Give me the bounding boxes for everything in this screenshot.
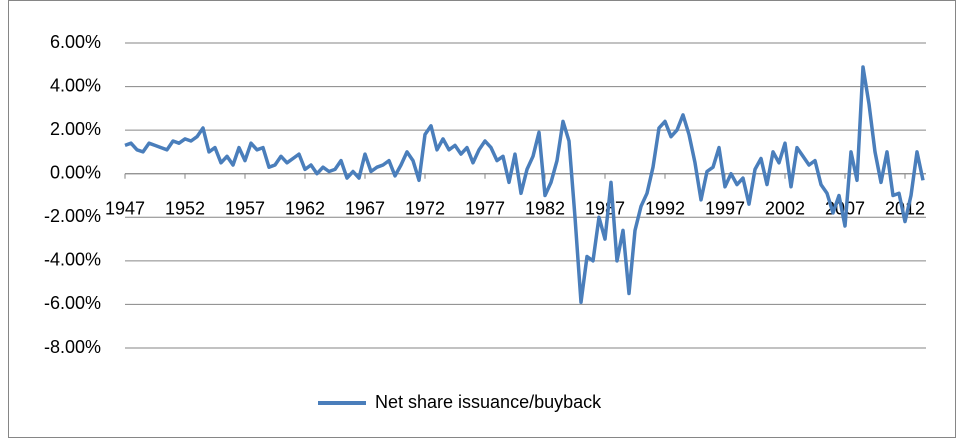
- x-tick-label: 1952: [165, 198, 205, 218]
- y-tick-label: -2.00%: [44, 206, 101, 226]
- x-tick-label: 2002: [765, 198, 805, 218]
- y-tick-label: 2.00%: [50, 119, 101, 139]
- x-tick-label: 1987: [585, 198, 625, 218]
- x-tick-label: 1967: [345, 198, 385, 218]
- y-tick-label: 6.00%: [50, 32, 101, 52]
- chart-border: [8, 0, 956, 438]
- data-line: [124, 65, 925, 305]
- x-tick-label: 1947: [105, 198, 145, 218]
- x-tick-label: 1962: [285, 198, 325, 218]
- y-tick-label: -4.00%: [44, 250, 101, 270]
- y-tick-label: 0.00%: [50, 162, 101, 182]
- x-tick-label: 2012: [885, 198, 925, 218]
- x-tick-label: 1957: [225, 198, 265, 218]
- y-tick-label: -8.00%: [44, 337, 101, 357]
- x-tick-label: 1972: [405, 198, 445, 218]
- x-tick-label: 1992: [645, 198, 685, 218]
- legend-label: Net share issuance/buyback: [375, 392, 602, 412]
- x-tick-label: 1982: [525, 198, 565, 218]
- x-tick-label: 1997: [705, 198, 745, 218]
- x-tick-label: 1977: [465, 198, 505, 218]
- y-tick-label: -6.00%: [44, 293, 101, 313]
- y-tick-label: 4.00%: [50, 75, 101, 95]
